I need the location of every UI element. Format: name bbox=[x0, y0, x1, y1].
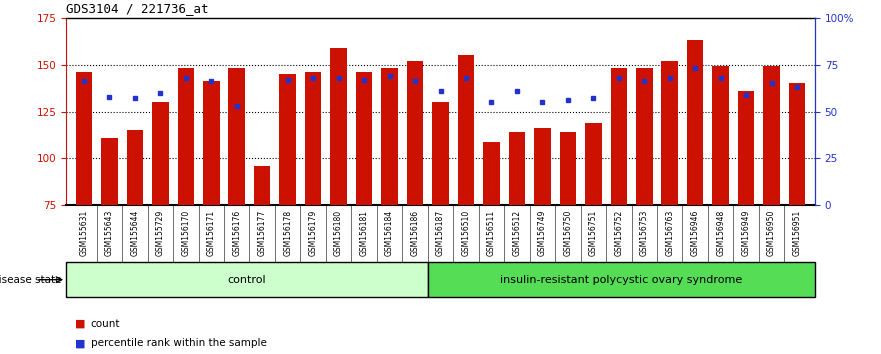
Bar bbox=[177, 68, 194, 205]
Bar bbox=[763, 67, 780, 205]
Bar bbox=[611, 68, 627, 205]
Text: GSM156512: GSM156512 bbox=[513, 210, 522, 256]
Bar bbox=[101, 138, 118, 205]
Text: GSM156176: GSM156176 bbox=[233, 210, 241, 256]
Bar bbox=[483, 142, 500, 205]
Bar bbox=[458, 55, 474, 205]
Bar bbox=[636, 68, 653, 205]
Bar bbox=[687, 40, 704, 205]
Text: GSM156170: GSM156170 bbox=[181, 210, 190, 256]
Bar bbox=[66, 262, 427, 297]
Text: control: control bbox=[227, 275, 266, 285]
Bar bbox=[559, 132, 576, 205]
Bar bbox=[305, 72, 322, 205]
Bar bbox=[152, 102, 168, 205]
Bar bbox=[713, 67, 729, 205]
Text: GSM155643: GSM155643 bbox=[105, 210, 114, 256]
Bar bbox=[585, 123, 602, 205]
Bar bbox=[534, 129, 551, 205]
Bar bbox=[788, 83, 805, 205]
Text: disease state: disease state bbox=[0, 275, 62, 285]
Text: insulin-resistant polycystic ovary syndrome: insulin-resistant polycystic ovary syndr… bbox=[500, 275, 743, 285]
Bar bbox=[330, 48, 347, 205]
Text: GSM156750: GSM156750 bbox=[563, 210, 573, 256]
Bar bbox=[254, 166, 270, 205]
Bar bbox=[203, 81, 219, 205]
Text: GSM156763: GSM156763 bbox=[665, 210, 674, 256]
Text: GSM156187: GSM156187 bbox=[436, 210, 445, 256]
Text: GSM156749: GSM156749 bbox=[538, 210, 547, 256]
Text: GSM155644: GSM155644 bbox=[130, 210, 139, 256]
Bar bbox=[127, 130, 143, 205]
Text: GSM156181: GSM156181 bbox=[359, 210, 368, 256]
Text: GSM155729: GSM155729 bbox=[156, 210, 165, 256]
Bar bbox=[662, 61, 678, 205]
Text: GSM156753: GSM156753 bbox=[640, 210, 648, 256]
Bar bbox=[508, 132, 525, 205]
Text: count: count bbox=[91, 319, 120, 329]
Bar bbox=[433, 102, 448, 205]
Text: GSM156186: GSM156186 bbox=[411, 210, 419, 256]
Text: GSM156177: GSM156177 bbox=[258, 210, 267, 256]
Text: GSM156184: GSM156184 bbox=[385, 210, 394, 256]
Text: GSM155631: GSM155631 bbox=[79, 210, 88, 256]
Bar bbox=[228, 68, 245, 205]
Text: GSM156179: GSM156179 bbox=[308, 210, 318, 256]
Text: GSM156178: GSM156178 bbox=[283, 210, 292, 256]
Text: ■: ■ bbox=[75, 319, 85, 329]
Text: GDS3104 / 221736_at: GDS3104 / 221736_at bbox=[66, 2, 209, 15]
Text: GSM156948: GSM156948 bbox=[716, 210, 725, 256]
Text: GSM156752: GSM156752 bbox=[614, 210, 623, 256]
Bar bbox=[738, 91, 754, 205]
Bar bbox=[279, 74, 296, 205]
Text: GSM156950: GSM156950 bbox=[767, 210, 776, 256]
Text: GSM156171: GSM156171 bbox=[207, 210, 216, 256]
Text: GSM156949: GSM156949 bbox=[742, 210, 751, 256]
Bar bbox=[427, 262, 815, 297]
Bar bbox=[356, 72, 373, 205]
Text: GSM156951: GSM156951 bbox=[793, 210, 802, 256]
Text: GSM156751: GSM156751 bbox=[589, 210, 598, 256]
Text: GSM156180: GSM156180 bbox=[334, 210, 343, 256]
Bar bbox=[76, 72, 93, 205]
Bar bbox=[381, 68, 398, 205]
Bar bbox=[407, 61, 423, 205]
Text: GSM156946: GSM156946 bbox=[691, 210, 700, 256]
Text: ■: ■ bbox=[75, 338, 85, 348]
Text: GSM156511: GSM156511 bbox=[487, 210, 496, 256]
Text: GSM156510: GSM156510 bbox=[462, 210, 470, 256]
Text: percentile rank within the sample: percentile rank within the sample bbox=[91, 338, 267, 348]
